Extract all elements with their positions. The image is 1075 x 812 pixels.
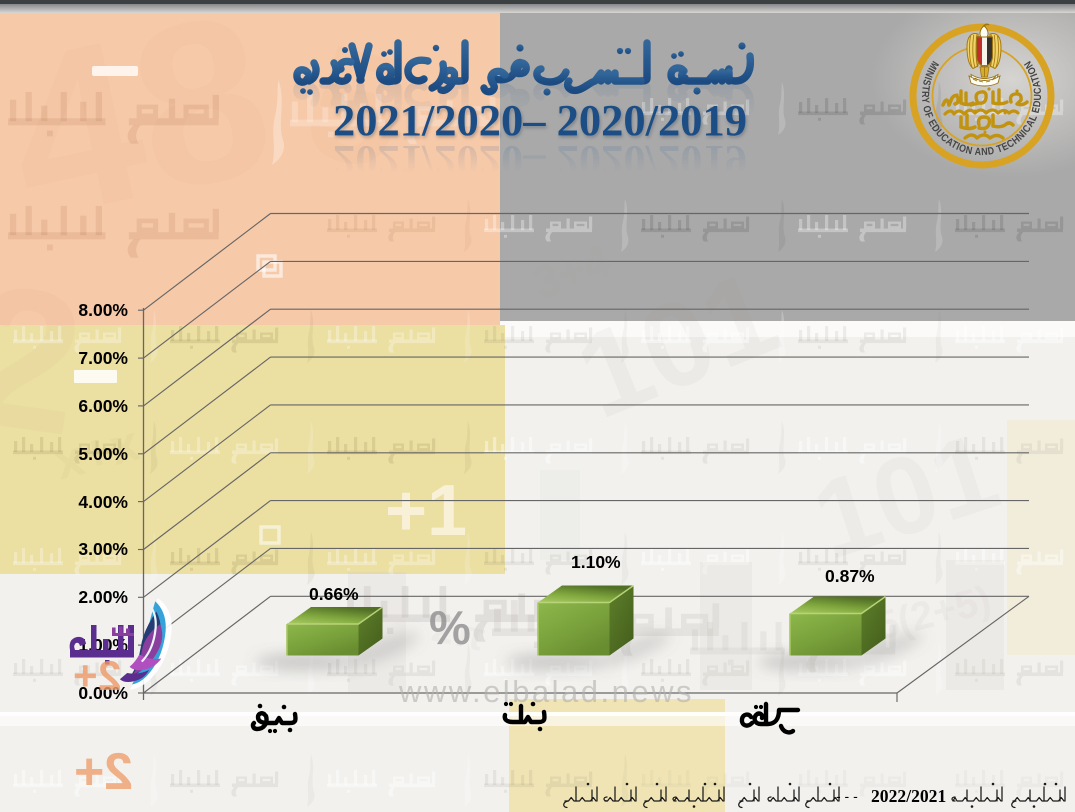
svg-text:+1: +1 bbox=[385, 471, 467, 551]
svg-text:- - -: - - - bbox=[836, 788, 858, 804]
svg-text:2022/2021: 2022/2021 bbox=[871, 786, 946, 806]
